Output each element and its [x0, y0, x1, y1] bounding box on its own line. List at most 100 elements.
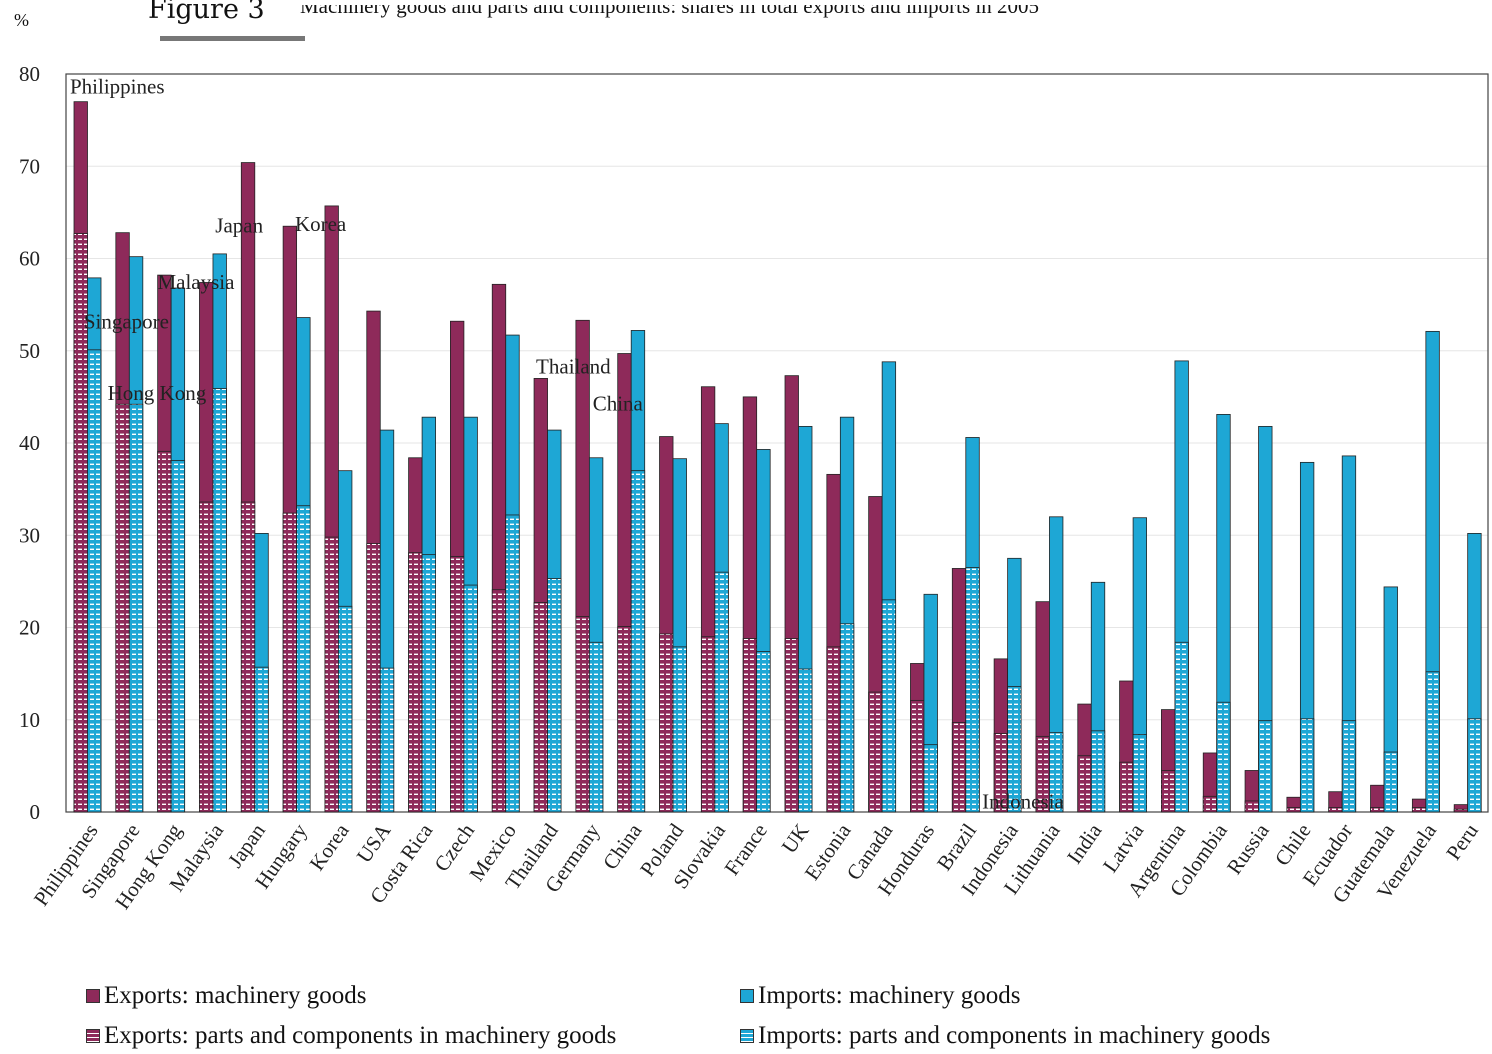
- bar-imports-parts: [212, 388, 227, 813]
- bar-imports-parts: [1425, 671, 1440, 813]
- bar-exports-parts: [1244, 800, 1259, 813]
- bar-imports-parts: [630, 470, 646, 813]
- x-tick-label: Russia: [1222, 819, 1274, 879]
- y-tick-label: 80: [19, 62, 40, 86]
- bar-imports-parts: [338, 605, 353, 813]
- y-tick-label: 50: [19, 339, 40, 363]
- annotation-label: Thailand: [536, 354, 611, 378]
- y-axis-unit: %: [14, 10, 29, 30]
- bar-imports-parts: [1383, 751, 1398, 813]
- annotation-label: Malaysia: [157, 270, 235, 294]
- bar-imports-parts: [379, 667, 395, 813]
- bar-imports-parts: [923, 744, 938, 813]
- bar-exports-parts: [1328, 806, 1343, 813]
- bar-exports-parts: [1077, 755, 1092, 813]
- bar-imports-parts: [1258, 720, 1273, 813]
- annotation-label: Hong Kong: [108, 381, 207, 405]
- bar-imports-parts: [421, 554, 436, 813]
- annotation-label: China: [593, 391, 644, 415]
- figure-label: Figure 3: [148, 0, 265, 25]
- bar-exports-parts: [533, 602, 548, 813]
- plot-frame: [65, 73, 1489, 813]
- bar-imports-parts: [756, 651, 771, 813]
- bar-imports-parts: [1216, 701, 1231, 813]
- legend-label-exports-parts: Exports: parts and components in machine…: [104, 1022, 617, 1049]
- bar-exports-parts: [282, 512, 298, 813]
- bar-imports-parts: [798, 668, 813, 813]
- bar-imports-parts: [588, 641, 604, 813]
- legend-exports-machinery: Exports: machinery goods: [86, 982, 366, 1010]
- bar-exports-parts: [491, 589, 507, 813]
- bar-imports-parts: [839, 623, 855, 813]
- bar-exports-parts: [1370, 806, 1385, 813]
- bar-exports-parts: [115, 403, 130, 813]
- legend-imports-machinery: Imports: machinery goods: [740, 982, 1020, 1010]
- bar-imports-parts: [881, 599, 897, 813]
- bar-exports-parts: [617, 626, 632, 813]
- bar-exports-parts: [366, 543, 381, 813]
- bar-exports-parts: [951, 722, 967, 813]
- bar-exports-parts: [700, 636, 716, 813]
- bar-exports-parts: [199, 501, 214, 813]
- bar-imports-parts: [170, 460, 186, 813]
- y-tick-label: 0: [30, 800, 41, 824]
- bar-exports-parts: [240, 501, 256, 813]
- bar-exports-parts: [910, 699, 925, 813]
- bar-exports-parts: [157, 450, 172, 813]
- annotation-label: Japan: [215, 214, 263, 238]
- x-tick-label: UK: [777, 819, 814, 858]
- y-tick-label: 20: [19, 616, 40, 640]
- legend-exports-parts: Exports: parts and components in machine…: [86, 1022, 616, 1050]
- bar-exports-parts: [450, 556, 465, 813]
- chart-title: Machinery goods and parts and components…: [300, 0, 1039, 18]
- bar-exports-parts: [324, 536, 339, 813]
- annotation-label: Indonesia: [982, 789, 1064, 813]
- bar-imports-parts: [1132, 734, 1147, 813]
- bar-imports-parts: [296, 505, 311, 813]
- bar-imports-parts: [87, 349, 102, 813]
- bar-imports-parts: [672, 646, 687, 813]
- bar-exports-parts: [1453, 808, 1469, 813]
- bar-exports-parts: [1286, 806, 1301, 813]
- bar-exports-parts: [1411, 806, 1427, 813]
- bar-imports-parts: [547, 578, 562, 813]
- bar-exports-parts: [1202, 795, 1218, 813]
- bar-imports-parts: [463, 584, 478, 813]
- bar-imports-parts: [128, 403, 144, 813]
- bar-exports-parts: [742, 638, 758, 813]
- y-tick-label: 10: [19, 708, 40, 732]
- y-tick-label: 70: [19, 154, 40, 178]
- bar-exports-parts: [575, 616, 590, 813]
- bar-imports-parts: [1174, 641, 1189, 813]
- x-tick-label: Korea: [305, 819, 354, 875]
- y-tick-label: 40: [19, 431, 40, 455]
- legend-swatch-exports-parts: [86, 1029, 100, 1043]
- y-tick-label: 60: [19, 247, 40, 271]
- bar-imports-parts: [1299, 718, 1315, 813]
- bar-imports-parts: [1007, 686, 1022, 813]
- bar-imports-parts: [505, 514, 520, 813]
- bar-imports-parts: [1467, 718, 1482, 813]
- bar-exports-parts: [1119, 761, 1134, 813]
- bar-imports-parts: [1090, 730, 1106, 813]
- legend-swatch-imports-parts: [740, 1029, 754, 1043]
- bar-imports-parts: [714, 571, 729, 813]
- legend-swatch-exports-machinery: [86, 989, 100, 1003]
- bar-exports-parts: [408, 552, 423, 813]
- bar-imports-parts: [254, 666, 269, 813]
- x-tick-label: Peru: [1441, 819, 1483, 865]
- bar-imports-parts: [1049, 732, 1064, 813]
- bar-exports-parts: [1161, 770, 1176, 813]
- bar-exports-parts: [868, 691, 883, 813]
- annotation-label: Philippines: [70, 75, 165, 99]
- bar-exports-parts: [659, 633, 674, 813]
- annotation-label: Korea: [295, 212, 347, 236]
- legend-label-exports-machinery: Exports: machinery goods: [104, 982, 367, 1009]
- bar-imports-parts: [965, 567, 980, 813]
- legend-label-imports-machinery: Imports: machinery goods: [758, 982, 1021, 1009]
- annotation-label: Singapore: [84, 310, 169, 334]
- bar-exports-parts: [784, 638, 799, 813]
- x-tick-label: France: [719, 819, 771, 880]
- legend-label-imports-parts: Imports: parts and components in machine…: [758, 1022, 1271, 1049]
